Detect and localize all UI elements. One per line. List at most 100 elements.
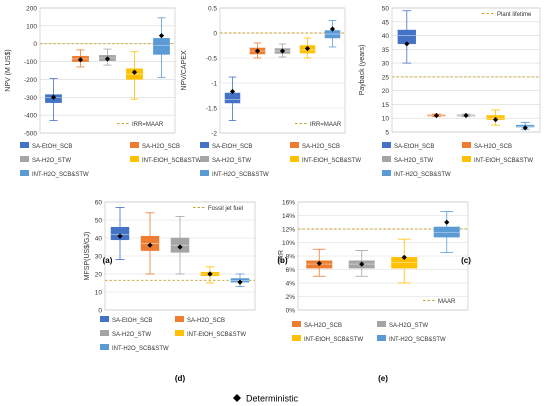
deterministic-marker xyxy=(433,112,439,119)
legend-label-int-h2o-scb-stw: INT-H2O_SCB&STW xyxy=(212,172,269,178)
legend-swatch-sa-h2o-scb xyxy=(290,142,299,148)
y-tick-label: 2% xyxy=(286,294,296,301)
legend-label-sa-h2o-stw: SA-H2O_STW xyxy=(394,158,433,164)
box-int-etoh-scb-stw xyxy=(391,238,418,284)
box-sa-etoh-scb xyxy=(45,78,62,121)
legend-label-sa-h2o-stw: SA-H2O_STW xyxy=(389,323,428,329)
deterministic-marker xyxy=(77,57,84,63)
y-tick-label: -200 xyxy=(24,77,37,84)
deterministic-marker xyxy=(359,261,365,267)
y-tick-label: 60 xyxy=(95,200,103,207)
deterministic-marker xyxy=(304,45,311,52)
y-tick-label: 0 xyxy=(213,31,217,38)
y-tick-label: 4% xyxy=(286,281,296,288)
legend-label-int-etoh-scb-stw: INT-EtOH_SCB&STW xyxy=(474,158,533,164)
legend-label-sa-etoh-scb: SA-EtOH_SCB xyxy=(32,144,72,150)
legend-label-int-h2o-scb-stw: INT-H2O_SCB&STW xyxy=(112,346,169,352)
legend-swatch-int-h2o-scb-stw xyxy=(200,170,209,176)
legend-swatch-sa-h2o-stw xyxy=(20,156,29,162)
legend-label-sa-etoh-scb: SA-EtOH_SCB xyxy=(394,144,434,150)
y-tick-label: 25 xyxy=(382,74,390,81)
deterministic-marker xyxy=(254,48,261,54)
panel-a: -500 -400 -300 -200 -100 0 100 200 NPV (M US$) IR… xyxy=(5,6,201,266)
y-tick-label: -1.5 xyxy=(206,106,218,113)
box-sa-etoh-scb xyxy=(397,10,416,64)
legend-label-sa-h2o-stw: SA-H2O_STW xyxy=(112,332,151,338)
legend-label-int-etoh-scb-stw: INT-EtOH_SCB&STW xyxy=(304,337,363,343)
panel-label: (e) xyxy=(378,374,388,383)
deterministic-key-marker xyxy=(233,394,241,402)
series-legend: SA-EtOH_SCB SA-H2O_SCB SA-H2O_STW INT-EtOH_… xyxy=(20,142,201,178)
legend-swatch-int-etoh-scb-stw xyxy=(130,156,139,162)
y-axis-label: NPV (M US$) xyxy=(5,49,12,91)
deterministic-marker xyxy=(158,33,165,39)
deterministic-marker xyxy=(177,244,183,250)
y-tick-label: 50 xyxy=(382,6,390,13)
legend-swatch-sa-h2o-scb xyxy=(292,321,301,327)
box-sa-h2o-stw xyxy=(170,215,190,275)
y-tick-label: 35 xyxy=(382,47,390,54)
legend-swatch-sa-h2o-stw xyxy=(382,156,391,162)
legend-swatch-sa-h2o-stw xyxy=(100,330,109,336)
y-tick-label: 30 xyxy=(382,61,390,68)
box-body xyxy=(224,92,241,104)
legend-swatch-int-etoh-scb-stw xyxy=(175,330,184,336)
panel-c: 5 10 15 20 25 30 35 40 45 50 Payback (years) Plant … xyxy=(359,6,541,265)
legend-label-int-etoh-scb-stw: INT-EtOH_SCB&STW xyxy=(142,158,201,164)
panel-label: (a) xyxy=(103,256,113,265)
legend-swatch-sa-h2o-stw xyxy=(200,156,209,162)
deterministic-marker xyxy=(207,271,213,277)
y-tick-label: 200 xyxy=(26,6,37,13)
reference-legend-label: Plant lifetime xyxy=(497,12,532,18)
legend-label-int-etoh-scb-stw: INT-EtOH_SCB&STW xyxy=(187,332,246,338)
panel-b: -2 -1.5 -1 -0.5 0 0.5 NPV/CAPEX IRR=MAAR SA-EtOH… xyxy=(181,6,361,266)
y-tick-label: -300 xyxy=(24,95,37,102)
box-int-h2o-scb-stw xyxy=(324,20,341,48)
deterministic-marker xyxy=(50,94,57,100)
y-tick-label: -0.5 xyxy=(206,56,218,63)
panel-d: 0 10 20 30 40 50 60 MFSP(US$/GJ) Fossil jet fuel… xyxy=(84,200,256,383)
y-tick-label: 12% xyxy=(282,227,295,234)
y-tick-label: 50 xyxy=(95,218,103,225)
legend-swatch-sa-h2o-scb xyxy=(175,316,184,322)
deterministic-marker xyxy=(279,48,286,54)
y-tick-label: 30 xyxy=(95,254,103,261)
plot-frame xyxy=(297,201,469,311)
box-int-etoh-scb-stw xyxy=(486,109,505,126)
box-int-h2o-scb-stw xyxy=(230,273,250,288)
series-legend: SA-EtOH_SCB SA-H2O_SCB SA-H2O_STW INT-EtOH_… xyxy=(100,316,246,352)
legend-label-sa-h2o-scb: SA-H2O_SCB xyxy=(142,144,180,150)
y-axis-label: IRR xyxy=(278,250,285,262)
box-body xyxy=(153,38,170,55)
y-tick-label: 10 xyxy=(382,116,390,123)
box-sa-h2o-stw xyxy=(348,250,375,277)
legend-label-int-h2o-scb-stw: INT-H2O_SCB&STW xyxy=(394,172,451,178)
panel-label: (b) xyxy=(277,256,288,265)
legend-swatch-int-h2o-scb-stw xyxy=(20,170,29,176)
box-int-etoh-scb-stw xyxy=(299,37,316,59)
box-int-h2o-scb-stw xyxy=(433,211,460,254)
y-tick-label: -500 xyxy=(24,131,37,138)
box-sa-h2o-scb xyxy=(140,212,160,275)
legend-label-sa-etoh-scb: SA-EtOH_SCB xyxy=(212,144,252,150)
deterministic-marker xyxy=(117,233,123,239)
deterministic-marker xyxy=(237,279,243,285)
plot-frame xyxy=(104,201,256,311)
y-tick-label: 15 xyxy=(382,102,390,109)
panel-label: (c) xyxy=(461,256,471,265)
y-tick-label: 40 xyxy=(95,236,103,243)
y-tick-label: -400 xyxy=(24,113,37,120)
deterministic-marker xyxy=(329,26,336,32)
reference-legend-label: IRR=MAAR xyxy=(132,122,164,128)
legend-swatch-int-h2o-scb-stw xyxy=(382,170,391,176)
y-tick-label: 0% xyxy=(286,308,296,315)
y-axis-label: NPV/CAPEX xyxy=(181,50,188,90)
box-sa-h2o-scb xyxy=(72,49,89,68)
box-sa-h2o-stw xyxy=(274,43,291,58)
box-sa-h2o-scb xyxy=(427,112,446,119)
box-int-etoh-scb-stw xyxy=(126,51,143,100)
deterministic-marker xyxy=(493,117,499,123)
y-tick-label: 10 xyxy=(95,290,103,297)
box-sa-h2o-scb xyxy=(249,42,266,59)
